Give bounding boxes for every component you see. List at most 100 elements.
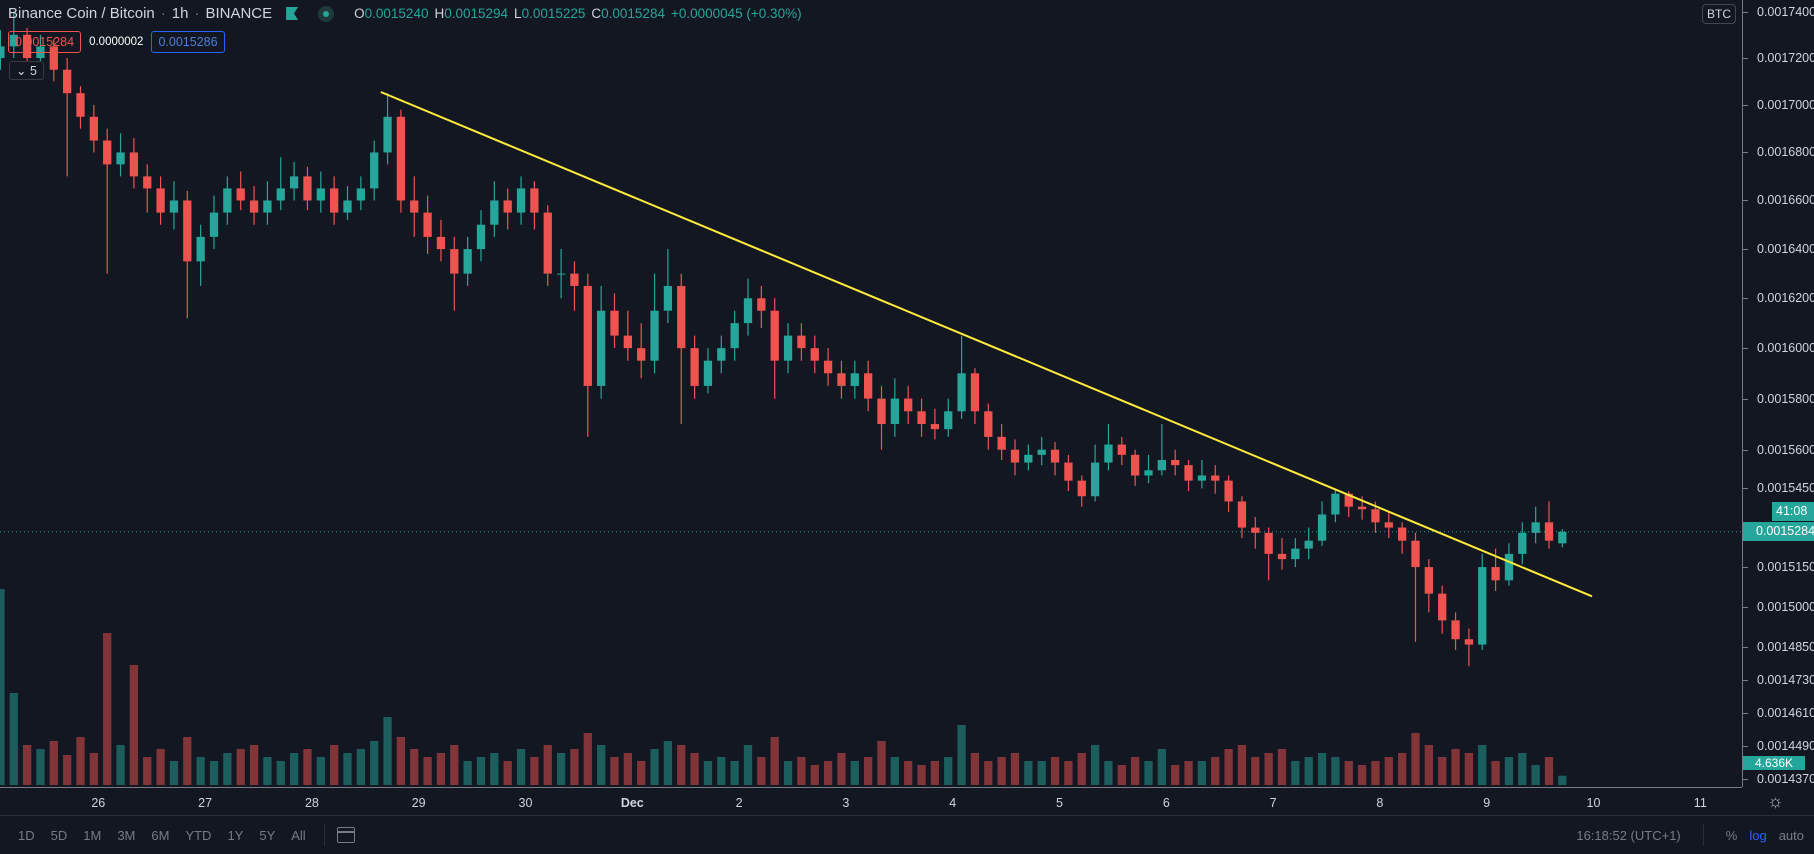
chart-canvas[interactable]	[0, 0, 1742, 787]
volume-bar	[249, 745, 259, 785]
settings-icon[interactable]: ☼	[1767, 791, 1784, 811]
candle-body	[1344, 493, 1353, 507]
price-axis[interactable]: 0.0017400 0.0017200 0.0017000 0.0016800 0.00…	[1742, 0, 1814, 787]
candle-body	[1291, 548, 1300, 560]
candle-body	[690, 348, 699, 386]
candle-body	[877, 398, 886, 425]
log-toggle[interactable]: log	[1749, 827, 1767, 843]
volume-bar	[850, 761, 859, 785]
buy-button[interactable]: 0.0015286	[151, 31, 225, 53]
volume-bar	[1424, 745, 1433, 785]
volume-bar	[223, 753, 232, 785]
range-3m[interactable]: 3M	[117, 827, 136, 843]
range-6m[interactable]: 6M	[151, 827, 170, 843]
candle-body	[49, 46, 58, 70]
indicators-collapse-button[interactable]: ⌄ 5	[9, 61, 44, 80]
candle-body	[757, 298, 766, 311]
price-label: 0.0015450	[1757, 481, 1814, 496]
clock[interactable]: 16:18:52 (UTC+1)	[1576, 827, 1681, 843]
candle-body	[516, 188, 526, 213]
time-label: 11	[1693, 796, 1707, 810]
volume-bar	[690, 753, 699, 785]
go-to-date-calendar-icon[interactable]	[336, 827, 355, 843]
range-1d[interactable]: 1D	[18, 827, 35, 843]
candle-body	[917, 411, 926, 425]
candle-body	[770, 310, 779, 361]
candle-body	[236, 188, 245, 201]
time-label: 6	[1162, 796, 1170, 810]
range-all[interactable]: All	[291, 827, 306, 843]
volume-bar	[837, 753, 846, 785]
flag-icon[interactable]	[286, 7, 299, 20]
interval[interactable]: 1h	[171, 5, 189, 22]
volume-bar	[1064, 761, 1073, 785]
volume-bar	[1264, 753, 1273, 785]
candle-body	[543, 212, 552, 274]
range-1m[interactable]: 1M	[83, 827, 102, 843]
price-label: 0.0015800	[1757, 391, 1814, 406]
candle-body	[1010, 449, 1020, 463]
volume-bar	[143, 757, 152, 785]
price-tick	[1743, 200, 1748, 202]
candle-body	[703, 360, 713, 386]
volume-bar	[1438, 757, 1447, 785]
volume-bar	[116, 745, 125, 785]
range-ytd[interactable]: YTD	[185, 827, 212, 843]
candle-body	[223, 188, 232, 213]
percent-toggle[interactable]: %	[1725, 827, 1738, 843]
open-label: O	[354, 6, 365, 21]
candle-body	[1037, 449, 1046, 455]
range-5y[interactable]: 5Y	[259, 827, 276, 843]
time-axis[interactable]: 26 27 28 29 30 Dec 2 3 4 5 6 7 8 9 10 11	[0, 787, 1742, 816]
volume-bar	[156, 749, 165, 785]
volume-bar	[1291, 761, 1300, 785]
candle-body	[63, 69, 72, 94]
volume-bar	[383, 717, 392, 785]
range-5d[interactable]: 5D	[50, 827, 68, 843]
candle-body	[1464, 639, 1474, 645]
candle-body	[1424, 567, 1433, 594]
candle-body	[169, 200, 179, 213]
volume-bar	[356, 749, 365, 785]
divider	[1702, 824, 1704, 846]
volume-bar	[1224, 749, 1233, 785]
candle-body	[1438, 593, 1447, 621]
symbol-name[interactable]: Binance Coin / Bitcoin	[8, 5, 155, 22]
candle-body	[1251, 527, 1260, 533]
range-1y[interactable]: 1Y	[227, 827, 244, 843]
price-tick	[1743, 567, 1748, 569]
volume-bar	[516, 749, 526, 785]
candle-body	[1157, 459, 1166, 471]
candle-body	[9, 34, 18, 47]
candle-body	[1077, 480, 1086, 497]
volume-bar	[1037, 761, 1046, 785]
volume-bar	[864, 757, 873, 785]
volume-bar	[129, 665, 139, 785]
price-tick	[1743, 348, 1748, 350]
volume-bar	[503, 761, 512, 785]
price-label: 0.0016200	[1757, 291, 1814, 306]
candle-body	[1050, 449, 1060, 463]
volume-bar	[1518, 753, 1527, 785]
candle-body	[76, 93, 85, 117]
volume-bar	[663, 741, 673, 785]
candle-body	[1171, 459, 1180, 466]
chevron-down-icon: ⌄	[16, 64, 27, 78]
volume-bar	[303, 749, 312, 785]
volume-bar	[1451, 749, 1460, 785]
price-label: 0.0014610	[1757, 705, 1814, 720]
currency-badge[interactable]: BTC	[1702, 4, 1736, 24]
open-value: 0.0015240	[364, 6, 429, 21]
volume-bar	[169, 761, 179, 785]
volume-bar	[1277, 749, 1287, 785]
auto-toggle[interactable]: auto	[1778, 827, 1804, 843]
candle-body	[1090, 462, 1100, 497]
candle-body	[730, 323, 739, 349]
candle-body	[1104, 444, 1113, 463]
sell-button[interactable]: 0.0015284	[8, 31, 82, 53]
candle-body	[637, 348, 646, 361]
volume-bar	[1144, 761, 1153, 785]
volume-bar	[650, 749, 659, 785]
candle-body	[1264, 532, 1273, 554]
candle-body	[530, 188, 539, 213]
